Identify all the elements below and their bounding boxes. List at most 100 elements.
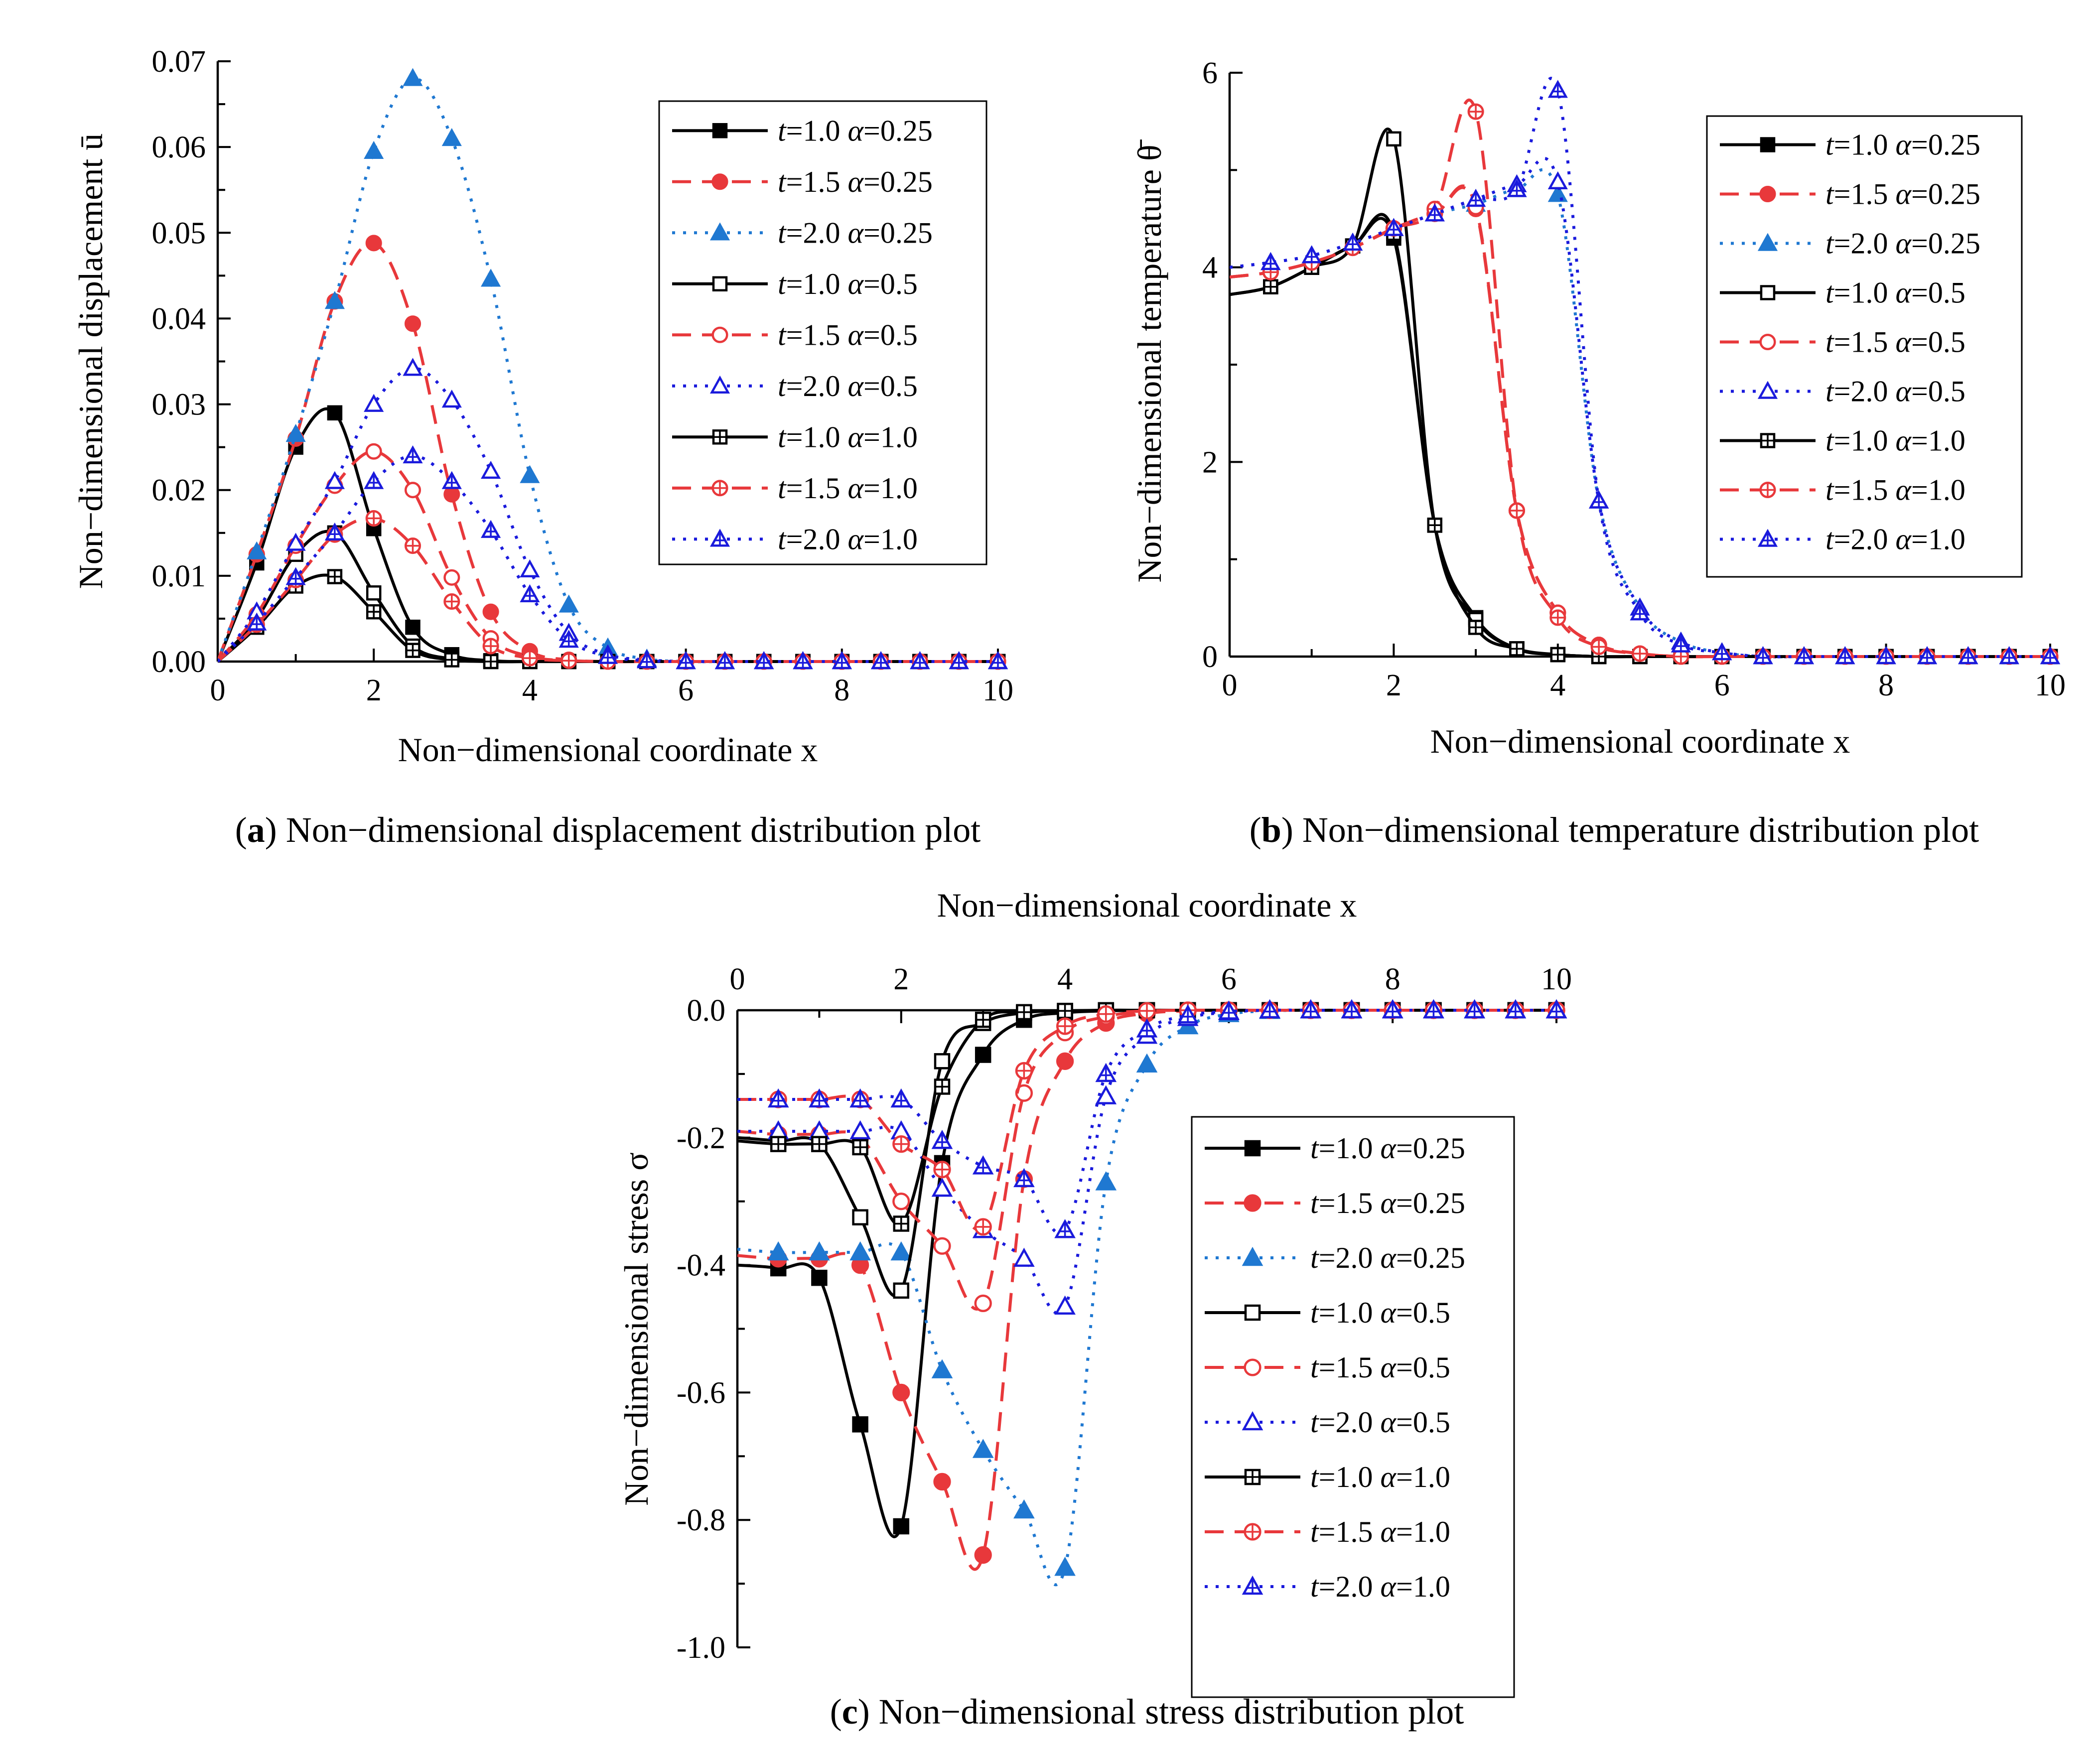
data-point-cross xyxy=(812,1137,827,1151)
legend-label: t=1.0 α=1.0 xyxy=(1310,1461,1450,1493)
data-point-cross xyxy=(1549,1001,1563,1017)
legend-alpha-value: =1.0 xyxy=(1396,1461,1450,1493)
legend-t-value: =1.5 xyxy=(786,165,848,198)
data-point-cross xyxy=(562,632,575,647)
data-point xyxy=(890,1241,912,1261)
legend-alpha-value: =0.25 xyxy=(1911,178,1980,211)
x-tick-label: 10 xyxy=(982,673,1013,707)
legend-alpha-value: =0.5 xyxy=(1396,1406,1450,1439)
data-point xyxy=(364,140,384,159)
legend-alpha-value: =0.5 xyxy=(1911,276,1965,309)
legend-label: t=1.5 α=0.25 xyxy=(1310,1187,1465,1219)
legend-marker xyxy=(1244,1358,1261,1376)
data-point-cross xyxy=(406,538,420,553)
legend-alpha-symbol: α xyxy=(848,420,864,453)
data-point-cross xyxy=(874,653,887,668)
data-point-cross xyxy=(407,447,419,462)
legend-label: t=2.0 α=0.25 xyxy=(1310,1241,1465,1274)
data-point-cross xyxy=(991,653,1004,668)
data-point-cross xyxy=(601,648,614,663)
data-point xyxy=(767,1241,789,1261)
data-point-cross xyxy=(1264,254,1277,269)
legend-label: t=1.5 α=0.5 xyxy=(1310,1351,1450,1384)
legend-marker xyxy=(1242,1246,1263,1266)
legend-label: t=1.0 α=0.25 xyxy=(1825,129,1980,161)
legend-t-symbol: t xyxy=(1310,1515,1319,1548)
data-point-cross xyxy=(1880,648,1892,663)
data-point-cross xyxy=(2003,648,2015,663)
legend-alpha-symbol: α xyxy=(1896,474,1912,507)
legend-alpha-value: =0.5 xyxy=(1396,1296,1450,1329)
legend-marker xyxy=(709,222,730,241)
legend-t-value: =1.5 xyxy=(1834,178,1896,211)
data-point xyxy=(481,460,501,479)
legend: t=1.0 α=0.25t=1.5 α=0.25t=2.0 α=0.25t=1.… xyxy=(658,100,987,565)
data-point-cross xyxy=(1469,191,1482,206)
legend-alpha-value: =1.0 xyxy=(1396,1570,1450,1603)
data-point-cross xyxy=(289,569,302,584)
data-point-cross xyxy=(445,653,458,667)
legend-alpha-value: =0.5 xyxy=(1396,1351,1450,1384)
legend-marker-cross xyxy=(1761,531,1774,546)
x-tick-label: 8 xyxy=(834,673,849,707)
legend-marker xyxy=(1759,185,1776,203)
data-point-cross xyxy=(934,1162,950,1178)
data-point-cross xyxy=(1550,610,1565,625)
caption-close-paren: ) xyxy=(265,810,286,850)
series-line xyxy=(737,1008,1557,1235)
x-axis-label: Non−dimensional coordinate x xyxy=(398,731,818,769)
legend-label: t=1.5 α=0.25 xyxy=(1825,178,1980,211)
data-point xyxy=(975,1047,991,1063)
data-point-cross xyxy=(484,522,497,537)
data-point-cross xyxy=(1345,1001,1359,1017)
legend-marker xyxy=(1244,1194,1261,1212)
data-point-cross xyxy=(1428,519,1441,532)
legend-marker xyxy=(1244,1304,1261,1321)
data-point xyxy=(892,1193,910,1210)
legend-label: t=2.0 α=1.0 xyxy=(1825,523,1965,556)
legend-alpha-value: =1.0 xyxy=(1911,424,1965,457)
caption-open-paren: ( xyxy=(830,1692,842,1732)
legend-t-value: =1.5 xyxy=(786,318,848,351)
legend-label: t=1.0 α=0.5 xyxy=(1310,1296,1450,1329)
data-point xyxy=(1054,1556,1076,1576)
legend-alpha-symbol: α xyxy=(1896,375,1912,408)
legend-alpha-symbol: α xyxy=(1896,326,1912,359)
x-tick-label: 4 xyxy=(1550,669,1565,702)
legend-alpha-value: =1.0 xyxy=(1911,523,1965,556)
data-point xyxy=(520,465,540,483)
legend-t-symbol: t xyxy=(778,370,787,403)
data-point-cross xyxy=(1716,644,1728,660)
data-point xyxy=(811,1269,828,1286)
data-point xyxy=(327,405,343,421)
legend-t-symbol: t xyxy=(1825,424,1834,457)
legend-t-value: =1.0 xyxy=(786,268,848,300)
x-tick-label: 2 xyxy=(1386,669,1401,702)
y-tick-label: 4 xyxy=(1202,251,1218,285)
caption: (a) Non−dimensional displacement distrib… xyxy=(235,810,980,850)
y-tick-label: 0.0 xyxy=(687,994,726,1028)
legend-t-value: =2.0 xyxy=(786,370,848,403)
legend-alpha-value: =0.5 xyxy=(863,268,918,300)
data-point xyxy=(852,1209,868,1225)
caption-text: Non−dimensional displacement distributio… xyxy=(286,810,980,850)
data-point-cross xyxy=(1017,1005,1031,1019)
data-point xyxy=(364,394,384,412)
y-tick-label: 0.04 xyxy=(152,302,206,336)
chart-c: 0 2 4 6 8 10-1.0-0.8-0.6-0.4-0.20.0t=1.0 α=0.… xyxy=(617,886,1572,1732)
legend-alpha-symbol: α xyxy=(1896,523,1912,556)
data-point-cross xyxy=(1058,1004,1072,1018)
caption-close-paren: ) xyxy=(858,1692,879,1732)
caption-close-paren: ) xyxy=(1281,810,1302,850)
legend-alpha-symbol: α xyxy=(1896,276,1912,309)
y-tick-label: -0.6 xyxy=(677,1376,725,1410)
legend-t-value: =2.0 xyxy=(1319,1241,1381,1274)
legend-alpha-symbol: α xyxy=(1381,1406,1397,1439)
x-tick-label: 6 xyxy=(678,673,694,707)
y-tick-label: -0.8 xyxy=(677,1503,725,1537)
data-point xyxy=(1056,1052,1074,1070)
data-point-cross xyxy=(1057,1018,1073,1034)
caption: (b) Non−dimensional temperature distribu… xyxy=(1250,810,1979,850)
data-point xyxy=(404,315,421,332)
